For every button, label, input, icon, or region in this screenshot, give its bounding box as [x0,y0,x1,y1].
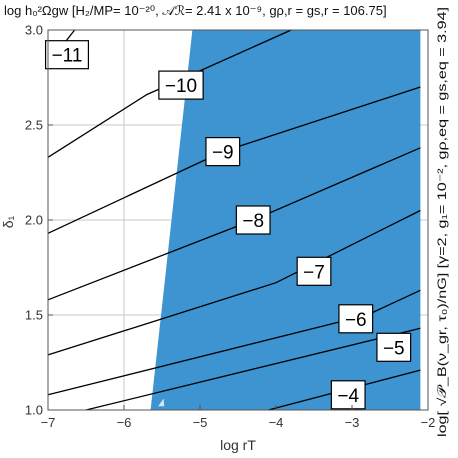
contour-label-7: −4 [330,380,366,410]
contour-label-text-3: −8 [242,211,264,232]
contour-label-1: −10 [158,70,204,100]
y-axis-label: δ₁ [0,215,16,228]
contour-line-4 [47,209,421,356]
contour-label-3: −8 [235,205,271,235]
contour-label-box-1 [158,70,204,100]
region-corner-patch [158,398,165,407]
contour-line-1 [47,29,292,158]
x-axis-label: log rT [220,437,256,453]
contour-label-4: −7 [296,256,332,286]
axis-ticks: −7 −6 −5 −4 −3 −2 1.0 1.5 2.0 2.5 3.0 [25,23,435,431]
contour-label-6: −5 [376,332,412,362]
x-tick-label-3: −4 [269,415,284,430]
contour-label-box-7 [330,380,366,410]
contour-label-text-5: −6 [345,310,367,331]
x-tick-label-4: −3 [345,415,360,430]
title-text: log h₀²Ωgw [H₂/MP= 10⁻²⁰, 𝒜ℛ= 2.41 x 10⁻… [4,3,387,18]
contour-label-text-0: −11 [52,46,83,67]
x-tick-label-0: −7 [41,415,56,430]
contour-label-box-3 [235,205,271,235]
contour-label-5: −6 [338,304,374,334]
x-tick-label-1: −6 [117,415,132,430]
contour-label-box-5 [338,304,374,334]
y-tick-label-3: 2.5 [25,118,43,133]
right-axis-label: log[ √𝒫_B(ν_gr, τ₀)/nG] [γ=2, g₁= 10⁻², … [435,7,449,437]
y-tick-label-1: 1.5 [25,308,43,323]
contour-line-6 [85,327,421,411]
y-tick-label-4: 3.0 [25,23,43,38]
contour-label-text-1: −10 [165,76,197,97]
y-tick-label-0: 1.0 [25,403,43,418]
contour-label-box-4 [296,256,332,286]
chart-title: log h₀²Ωgw [H₂/MP= 10⁻²⁰, 𝒜ℛ= 2.41 x 10⁻… [4,3,387,18]
x-tick-label-5: −2 [421,415,436,430]
y-tick-label-2: 2.0 [25,213,43,228]
contour-label-2: −9 [205,137,241,167]
contour-labels: −11 −10 −9 −8 −7 −6 −5 −4 [44,40,412,410]
x-tick-label-2: −5 [193,415,208,430]
contour-label-box-2 [205,137,241,167]
contour-label-box-0 [44,40,90,70]
contour-label-text-7: −4 [337,386,359,407]
contour-label-box-6 [376,332,412,362]
contour-label-0: −11 [44,40,90,70]
contour-label-text-2: −9 [212,143,234,164]
contour-label-text-6: −5 [383,338,405,359]
contour-label-text-4: −7 [303,262,325,283]
